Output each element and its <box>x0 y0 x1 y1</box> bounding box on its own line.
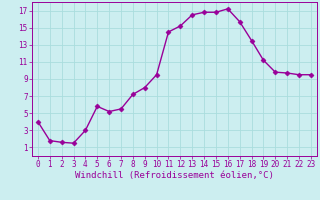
X-axis label: Windchill (Refroidissement éolien,°C): Windchill (Refroidissement éolien,°C) <box>75 171 274 180</box>
